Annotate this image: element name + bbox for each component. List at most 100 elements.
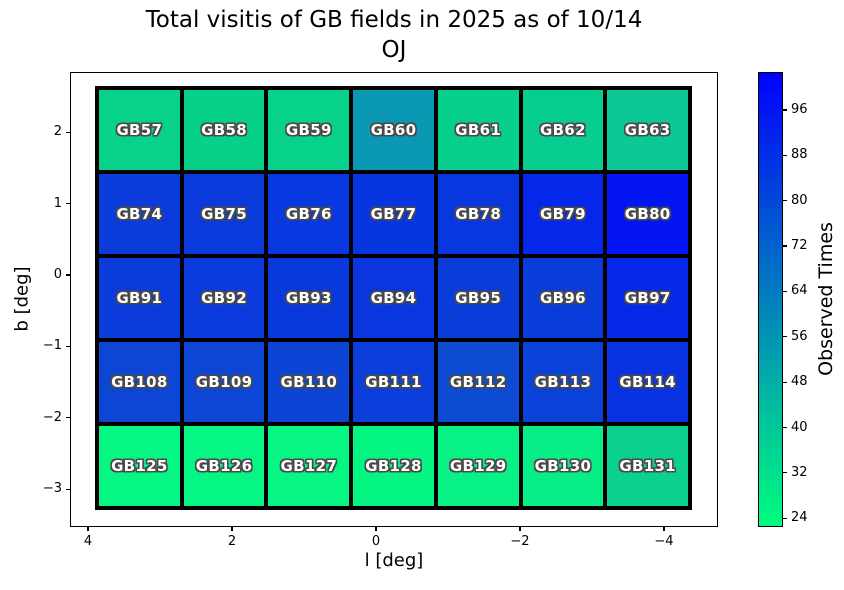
cell-label: GB131	[619, 457, 676, 475]
colorbar-tick-label: 88	[791, 147, 808, 163]
y-tick-mark	[66, 488, 70, 490]
colorbar-tick-label: 24	[791, 510, 808, 526]
y-tick-label: −3	[42, 481, 62, 497]
cell-label: GB60	[370, 121, 417, 139]
heatmap-cell-GB112: GB112	[437, 342, 519, 422]
cell-label: GB96	[540, 289, 586, 307]
chart-title: Total visitis of GB fields in 2025 as of…	[145, 7, 643, 33]
x-tick-label: 4	[83, 534, 93, 549]
heatmap-cell-GB97: GB97	[607, 258, 688, 338]
heatmap-cell-GB113: GB113	[522, 342, 604, 422]
colorbar-tick-mark	[783, 154, 787, 156]
y-tick-label: −2	[42, 409, 62, 425]
cell-label: GB130	[534, 457, 592, 475]
cell-label: GB78	[455, 205, 502, 223]
cell-label: GB97	[624, 289, 671, 307]
heatmap-cell-GB80: GB80	[607, 174, 688, 254]
heatmap-cell-GB79: GB79	[522, 174, 604, 254]
y-tick-label: 0	[53, 267, 62, 282]
heatmap-cell-GB74: GB74	[99, 174, 180, 254]
colorbar-tick-label: 48	[791, 374, 808, 390]
cell-label: GB62	[540, 121, 586, 139]
heatmap-cell-GB126: GB126	[183, 426, 265, 506]
y-tick-mark	[66, 274, 70, 276]
heatmap-cell-GB130: GB130	[522, 426, 604, 506]
heatmap-cell-GB110: GB110	[268, 342, 350, 422]
x-tick-label: −4	[654, 534, 674, 549]
colorbar-tick-label: 56	[791, 328, 808, 344]
heatmap-grid: GB57 GB58 GB59 GB60 GB61 GB62 GB63 GB74 GB75 GB76…	[95, 86, 692, 510]
cell-label: GB59	[285, 121, 332, 139]
cell-label: GB75	[201, 205, 247, 223]
colorbar-tick-label: 64	[791, 283, 808, 299]
colorbar-gradient	[759, 73, 782, 526]
heatmap-cell-GB125: GB125	[99, 426, 180, 506]
cell-label: GB63	[624, 121, 671, 139]
heatmap-cell-GB92: GB92	[183, 258, 265, 338]
x-tick-label: −2	[510, 534, 530, 549]
colorbar-tick-mark	[783, 245, 787, 247]
colorbar-tick-label: 80	[791, 192, 808, 208]
heatmap-cell-GB75: GB75	[183, 174, 265, 254]
heatmap-cell-GB111: GB111	[353, 342, 434, 422]
heatmap-cell-GB128: GB128	[353, 426, 434, 506]
cell-label: GB61	[455, 121, 502, 139]
heatmap-cell-GB59: GB59	[268, 90, 350, 170]
cell-label: GB80	[624, 205, 671, 223]
cell-label: GB79	[540, 205, 586, 223]
x-axis-label: l [deg]	[364, 550, 424, 571]
x-tick-mark	[231, 527, 233, 531]
cell-label: GB110	[280, 373, 338, 391]
chart-subtitle: OJ	[381, 37, 407, 63]
y-tick-label: 1	[53, 195, 62, 211]
x-tick-mark	[375, 527, 377, 531]
cell-label: GB94	[370, 289, 417, 307]
heatmap-cell-GB63: GB63	[607, 90, 688, 170]
heatmap-cell-GB91: GB91	[99, 258, 180, 338]
y-tick-label: 2	[53, 124, 62, 140]
colorbar-tick-label: 72	[791, 238, 808, 254]
cell-label: GB76	[285, 205, 332, 223]
colorbar-tick-mark	[783, 290, 787, 293]
heatmap-cell-GB76: GB76	[268, 174, 350, 254]
heatmap-cell-GB62: GB62	[522, 90, 604, 170]
x-tick-label: 0	[371, 534, 381, 549]
heatmap-cell-GB58: GB58	[183, 90, 265, 170]
colorbar-tick-mark	[783, 336, 787, 338]
x-tick-mark	[663, 527, 665, 531]
cell-label: GB58	[201, 121, 247, 139]
heatmap-cell-GB78: GB78	[437, 174, 519, 254]
y-tick-mark	[66, 131, 70, 133]
colorbar	[758, 72, 783, 527]
colorbar-tick-label: 32	[791, 464, 808, 480]
heatmap-cell-GB129: GB129	[437, 426, 519, 506]
heatmap-cell-GB60: GB60	[353, 90, 434, 170]
cell-label: GB77	[370, 205, 417, 223]
heatmap-cell-GB61: GB61	[437, 90, 519, 170]
colorbar-tick-mark	[783, 200, 787, 202]
heatmap-cell-GB96: GB96	[522, 258, 604, 338]
heatmap-cell-GB57: GB57	[99, 90, 180, 170]
x-tick-mark	[87, 527, 89, 531]
cell-label: GB128	[365, 457, 422, 475]
heatmap-cell-GB95: GB95	[437, 258, 519, 338]
cell-label: GB125	[111, 457, 168, 475]
cell-label: GB111	[365, 373, 422, 391]
heatmap-cell-GB114: GB114	[607, 342, 688, 422]
colorbar-tick-mark	[783, 517, 787, 519]
cell-label: GB127	[280, 457, 338, 475]
colorbar-label: Observed Times	[815, 222, 837, 376]
x-tick-mark	[519, 527, 521, 531]
cell-label: GB129	[449, 457, 507, 475]
cell-label: GB108	[111, 373, 168, 391]
colorbar-tick-mark	[783, 381, 787, 383]
colorbar-tick-mark	[783, 426, 787, 429]
cell-label: GB93	[285, 289, 332, 307]
cell-label: GB112	[449, 373, 507, 391]
x-tick-label: 2	[227, 534, 237, 549]
heatmap-cell-GB94: GB94	[353, 258, 434, 338]
cell-label: GB57	[116, 121, 163, 139]
cell-label: GB126	[195, 457, 253, 475]
colorbar-tick-mark	[783, 109, 787, 111]
